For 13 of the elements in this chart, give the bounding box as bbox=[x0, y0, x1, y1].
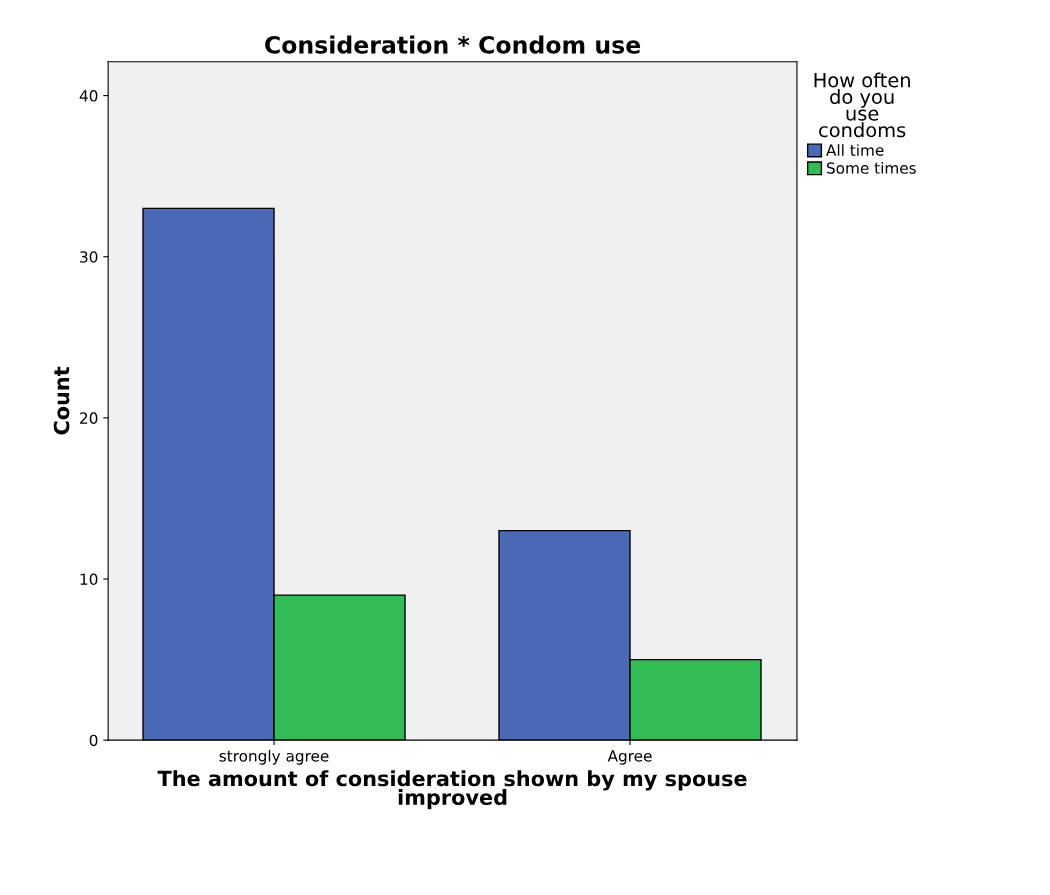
y-tick-label: 40 bbox=[79, 90, 98, 102]
legend-label: All time bbox=[826, 144, 884, 156]
chart-title: Consideration * Condom use bbox=[265, 35, 641, 54]
legend-title: How often do you use condoms bbox=[814, 72, 910, 138]
x-tick-label: Agree bbox=[607, 750, 652, 765]
y-tick-label: 20 bbox=[80, 412, 98, 424]
x-axis-title: The amount of consideration shown by my spouse improved bbox=[157, 770, 747, 810]
y-tick-label: 30 bbox=[80, 251, 98, 263]
y-axis-title: Count bbox=[53, 366, 70, 435]
legend-label: Some times bbox=[826, 161, 916, 174]
x-tick-label: strongly agree bbox=[219, 749, 329, 765]
y-tick-label: 0 bbox=[89, 734, 98, 747]
y-tick-label: 10 bbox=[80, 573, 98, 586]
